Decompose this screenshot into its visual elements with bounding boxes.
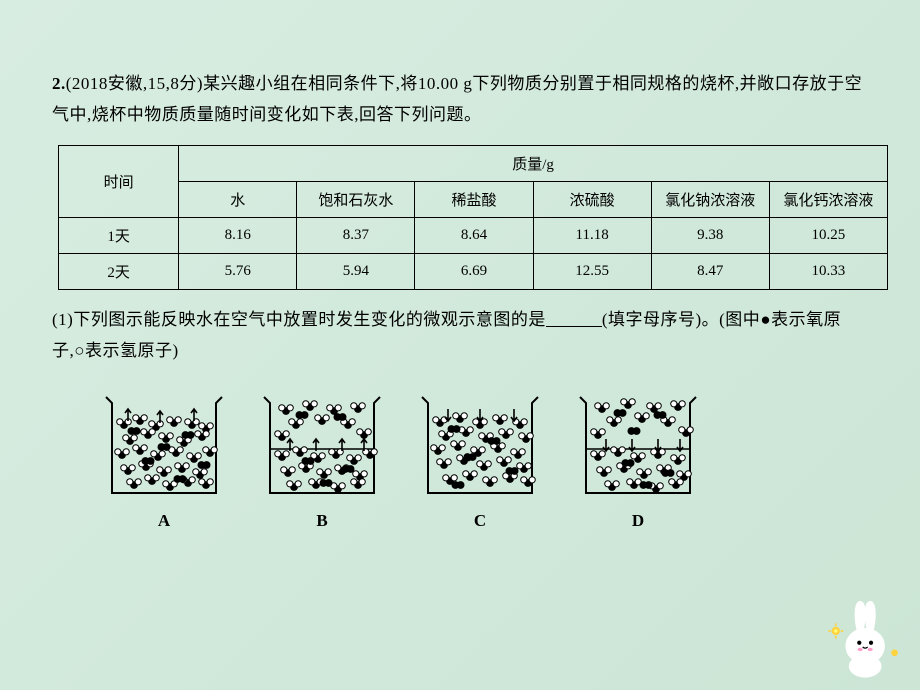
cell-value: 11.18 xyxy=(533,217,651,253)
table-row: 2天5.765.946.6912.558.4710.33 xyxy=(59,253,888,289)
column-header: 浓硫酸 xyxy=(533,181,651,217)
cell-value: 8.47 xyxy=(651,253,769,289)
mass-header: 质量/g xyxy=(179,145,888,181)
data-table: 时间 质量/g 水饱和石灰水稀盐酸浓硫酸氯化钠浓溶液氯化钙浓溶液 1天8.168… xyxy=(58,145,888,290)
cell-value: 5.94 xyxy=(297,253,415,289)
beaker-label: D xyxy=(632,511,644,531)
row-label: 2天 xyxy=(59,253,179,289)
beaker-label: A xyxy=(158,511,170,531)
symbol-open: ○ xyxy=(74,341,85,360)
beaker-option: A xyxy=(94,391,234,531)
beaker-option: C xyxy=(410,391,550,531)
sym2-desc: 表示氢原子) xyxy=(85,341,179,360)
subq-text2: (填字母序号)。(图中 xyxy=(602,310,760,329)
question-number: 2. xyxy=(52,74,66,93)
cell-value: 5.76 xyxy=(179,253,297,289)
cell-value: 12.55 xyxy=(533,253,651,289)
beaker-label: C xyxy=(474,511,486,531)
cell-value: 8.37 xyxy=(297,217,415,253)
column-header: 水 xyxy=(179,181,297,217)
table-row-header2: 水饱和石灰水稀盐酸浓硫酸氯化钠浓溶液氯化钙浓溶液 xyxy=(59,181,888,217)
cell-value: 6.69 xyxy=(415,253,533,289)
subq-text1: 下列图示能反映水在空气中放置时发生变化的微观示意图的是 xyxy=(73,310,546,329)
subq-prefix: (1) xyxy=(52,310,73,329)
time-header: 时间 xyxy=(59,145,179,217)
symbol-filled: ● xyxy=(760,310,771,329)
column-header: 氯化钠浓溶液 xyxy=(651,181,769,217)
sub-question-1: (1)下列图示能反映水在空气中放置时发生变化的微观示意图的是 (填字母序号)。(图… xyxy=(52,304,868,367)
column-header: 稀盐酸 xyxy=(415,181,533,217)
column-header: 饱和石灰水 xyxy=(297,181,415,217)
beaker-figure-row: A B C D xyxy=(94,391,868,531)
cell-value: 10.25 xyxy=(769,217,887,253)
bunny-decoration xyxy=(824,594,908,678)
beaker-option: B xyxy=(252,391,392,531)
row-label: 1天 xyxy=(59,217,179,253)
beaker-option: D xyxy=(568,391,708,531)
table-row-header1: 时间 质量/g xyxy=(59,145,888,181)
cell-value: 10.33 xyxy=(769,253,887,289)
question-source: (2018安徽,15,8分) xyxy=(66,74,203,93)
column-header: 氯化钙浓溶液 xyxy=(769,181,887,217)
answer-blank xyxy=(546,310,602,327)
cell-value: 9.38 xyxy=(651,217,769,253)
beaker-label: B xyxy=(316,511,327,531)
cell-value: 8.16 xyxy=(179,217,297,253)
table-row: 1天8.168.378.6411.189.3810.25 xyxy=(59,217,888,253)
question-text: 2.(2018安徽,15,8分)某兴趣小组在相同条件下,将10.00 g下列物质… xyxy=(52,68,868,131)
cell-value: 8.64 xyxy=(415,217,533,253)
